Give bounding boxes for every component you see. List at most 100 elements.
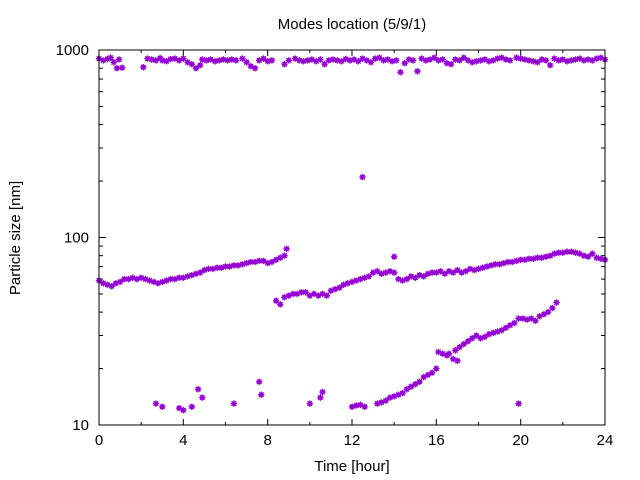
data-point (272, 256, 280, 263)
data-point (251, 258, 259, 266)
data-point (530, 58, 537, 65)
points-layer (95, 54, 609, 414)
data-point (519, 315, 526, 322)
data-point (180, 407, 187, 414)
data-point (399, 389, 406, 397)
data-point (515, 400, 522, 407)
data-point (525, 255, 533, 262)
data-point (517, 256, 524, 263)
data-point (317, 56, 324, 63)
data-point (388, 58, 396, 65)
data-point (108, 283, 115, 290)
data-point (107, 54, 114, 61)
data-point (553, 299, 560, 306)
data-point (397, 69, 404, 76)
data-point (584, 253, 592, 260)
data-point (306, 400, 313, 407)
data-point (464, 57, 472, 64)
data-point (323, 292, 330, 299)
data-point (547, 252, 554, 259)
data-point (171, 55, 179, 62)
data-point (555, 249, 562, 256)
data-point (175, 274, 183, 281)
data-point (460, 54, 467, 61)
data-point (403, 275, 410, 283)
data-point (409, 57, 417, 64)
data-point (483, 263, 491, 270)
data-point (420, 373, 427, 381)
data-point (374, 268, 381, 275)
data-point (393, 57, 400, 64)
data-point (199, 394, 206, 401)
data-point (344, 280, 351, 287)
x-axis-label: Time [hour] (314, 458, 389, 475)
data-point (321, 60, 328, 68)
data-point (355, 58, 362, 65)
data-point (196, 61, 204, 69)
data-point (359, 173, 366, 181)
data-point (213, 264, 221, 271)
data-point (481, 333, 488, 341)
data-point (256, 378, 263, 385)
data-point (376, 54, 383, 61)
data-point (283, 245, 290, 253)
data-point (431, 54, 438, 61)
data-point (420, 273, 427, 280)
data-point (433, 365, 440, 372)
data-point (382, 397, 389, 404)
data-point (428, 269, 436, 276)
data-point (192, 64, 200, 72)
data-point (445, 350, 453, 357)
data-point (361, 403, 368, 410)
data-point (454, 357, 461, 364)
data-point (469, 335, 476, 342)
data-point (272, 297, 280, 304)
data-point (547, 61, 554, 69)
x-tick-label: 24 (597, 432, 614, 449)
data-point (110, 59, 118, 66)
data-point (513, 54, 520, 61)
data-point (416, 378, 423, 385)
data-point (260, 257, 267, 265)
data-point (428, 369, 436, 376)
data-point (506, 57, 514, 64)
data-point (159, 403, 166, 410)
data-point (118, 64, 126, 71)
data-point (456, 344, 463, 351)
data-point (477, 57, 484, 64)
data-point (456, 57, 463, 64)
data-point (437, 268, 444, 275)
x-tick-label: 4 (179, 432, 187, 449)
data-point (260, 55, 267, 62)
data-point (498, 327, 505, 334)
data-point (452, 347, 459, 354)
data-point (336, 284, 343, 291)
data-point (391, 253, 398, 260)
data-point (277, 301, 284, 308)
data-point (239, 55, 246, 62)
x-tick-label: 8 (263, 432, 271, 449)
data-point (544, 308, 552, 316)
data-point (281, 252, 288, 259)
data-point (515, 315, 522, 322)
data-point (116, 278, 124, 286)
y-tick-label: 1000 (56, 42, 89, 59)
data-point (534, 59, 541, 66)
data-point (251, 64, 259, 72)
data-point (563, 248, 571, 255)
data-point (534, 254, 541, 261)
data-point (488, 262, 495, 269)
data-point (140, 63, 147, 71)
y-axis-label: Particle size [nm] (7, 181, 24, 295)
data-point (277, 254, 284, 261)
data-point (460, 340, 467, 348)
data-point (346, 57, 354, 64)
data-point (589, 250, 596, 257)
data-point (188, 403, 196, 410)
data-point (152, 400, 160, 407)
data-point (367, 59, 375, 66)
data-point (115, 56, 123, 63)
data-point (391, 269, 398, 276)
